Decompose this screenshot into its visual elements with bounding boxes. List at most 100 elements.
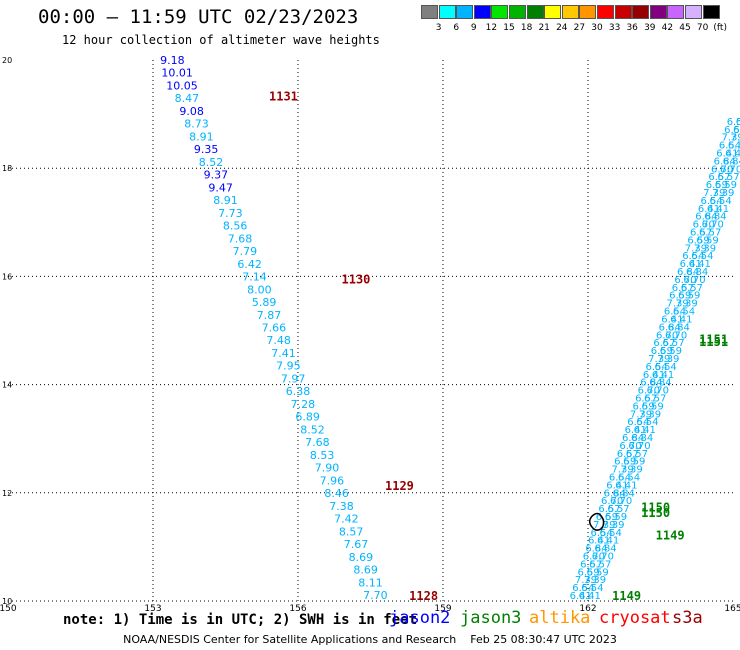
swh-value-label: 6.54 — [591, 528, 613, 539]
scale-swatch — [526, 5, 544, 19]
swh-value-label: 6.41 — [698, 204, 720, 215]
swh-value-label: 7.87 — [257, 309, 282, 322]
scale-label: 6 — [453, 23, 460, 33]
swh-value-label: 6.54 — [618, 472, 640, 483]
swh-value-label: 5.89 — [252, 296, 277, 309]
swh-value-label: 6.59 — [678, 291, 700, 302]
swh-value-label: 6.70 — [601, 496, 623, 507]
swh-value-label: 6.59 — [660, 346, 682, 357]
swh-value-label: 6.54 — [719, 141, 740, 152]
swh-value-label: 6.54 — [710, 196, 732, 207]
swh-value-label: 7.39 — [712, 188, 734, 199]
satellite-cryosat-label: cryosat — [599, 608, 671, 628]
scale-swatch — [649, 5, 667, 19]
swh-value-label: 6.70 — [711, 164, 733, 175]
scale-label: 21 — [538, 23, 550, 33]
swh-value-label: 6.41 — [579, 591, 601, 602]
scale-swatch — [561, 5, 579, 19]
swh-value-label: 6.54 — [636, 417, 658, 428]
swh-value-label: 6.70 — [628, 441, 650, 452]
swh-value-label: 6.57 — [681, 283, 703, 294]
swh-value-label: 6.41 — [625, 425, 647, 436]
swh-value-label: 7.38 — [329, 500, 354, 513]
swh-value-label: 6.70 — [619, 441, 641, 452]
swh-value-label: 6.54 — [655, 362, 677, 373]
swh-value-label: 10.01 — [161, 67, 193, 80]
swh-value-label: 6.70 — [720, 164, 740, 175]
swh-value-label: 6.59 — [623, 457, 645, 468]
swh-value-label: 6.54 — [646, 362, 668, 373]
swh-value-label: 6.57 — [699, 228, 721, 239]
swh-value-label: 7.41 — [271, 347, 296, 360]
satellite-s3a-label: s3a — [672, 608, 703, 628]
swh-value-label: 6.54 — [581, 583, 603, 594]
scale-label: 24 — [556, 23, 568, 33]
swh-value-label: 6.41 — [725, 149, 740, 160]
scale-swatch — [579, 5, 597, 19]
swh-value-label: 6.41 — [652, 370, 674, 381]
scale-label: 39 — [644, 23, 656, 33]
pass-time-label: 1151 — [699, 335, 728, 349]
swh-value-label: 7.95 — [276, 360, 301, 373]
swh-value-label: 6.84 — [613, 488, 635, 499]
scale-swatch — [421, 5, 438, 19]
y-tick-label: 10 — [2, 597, 12, 606]
swh-value-label: 6.59 — [715, 180, 737, 191]
chart-subtitle: 12 hour collection of altimeter wave hei… — [62, 33, 380, 47]
swh-value-label: 6.59 — [706, 180, 728, 191]
swh-value-label: 6.59 — [605, 512, 627, 523]
swh-value-label: 7.28 — [291, 398, 316, 411]
swh-value-label: 6.59 — [641, 401, 663, 412]
swh-value-label: 6.59 — [586, 567, 608, 578]
swh-value-label: 9.35 — [194, 143, 219, 156]
scale-swatch — [456, 5, 474, 19]
pass-time-label: 1149 — [656, 528, 685, 542]
scale-swatch — [702, 5, 720, 19]
scale-label: 45 — [679, 23, 691, 33]
swh-value-label: 7.39 — [730, 133, 740, 144]
swh-value-label: 6.84 — [668, 322, 690, 333]
swh-value-label: 6.70 — [693, 220, 715, 231]
swh-value-label: 7.39 — [621, 465, 643, 476]
swh-value-label: 7.67 — [344, 538, 369, 551]
swh-value-label: 6.54 — [609, 472, 631, 483]
swh-value-label: 6.84 — [714, 156, 736, 167]
swh-value-label: 8.46 — [324, 487, 349, 500]
scale-label: 70 — [696, 23, 709, 33]
swh-value-label: 6.84 — [686, 267, 708, 278]
swh-value-label: 8.47 — [175, 92, 200, 105]
scale-label: 3 — [435, 23, 442, 33]
pass-time-label: 1149 — [612, 589, 641, 603]
swh-value-label: 6.41 — [597, 536, 619, 547]
swh-value-label: 8.00 — [247, 283, 272, 296]
swh-value-label: 6.57 — [727, 117, 740, 128]
swh-value-label: 8.91 — [213, 194, 238, 207]
swh-value-label: 6.57 — [672, 283, 694, 294]
pass-time-label: 1131 — [269, 90, 298, 104]
x-tick-label: 153 — [144, 604, 161, 614]
swh-value-label: 8.56 — [223, 220, 248, 233]
swh-value-label: 6.57 — [717, 172, 739, 183]
island-outline — [588, 512, 605, 531]
swh-value-label: 6.54 — [600, 528, 622, 539]
footer-credit: NOAA/NESDIS Center for Satellite Applica… — [123, 633, 617, 646]
swh-value-label: 6.84 — [631, 433, 653, 444]
swh-value-label: 8.69 — [349, 551, 374, 564]
swh-value-label: 6.70 — [665, 330, 687, 341]
swh-value-label: 6.57 — [580, 559, 602, 570]
swh-value-label: 7.39 — [721, 133, 740, 144]
swh-value-label: 7.96 — [320, 474, 345, 487]
swh-value-label: 7.70 — [363, 589, 388, 602]
swh-value-label: 6.70 — [583, 551, 605, 562]
scale-swatch — [614, 5, 632, 19]
swh-value-label: 6.57 — [635, 393, 657, 404]
note-text: note: 1) Time is in UTC; 2) SWH is in fe… — [63, 612, 418, 628]
swh-value-label: 6.59 — [733, 125, 740, 136]
scale-label: (ft) — [713, 23, 727, 33]
swh-value-label: 6.54 — [673, 307, 695, 318]
satellite-altika-label: altika — [529, 608, 591, 628]
swh-value-label: 9.08 — [179, 105, 204, 118]
swh-value-label: 6.57 — [708, 172, 730, 183]
swh-value-label: 6.70 — [638, 386, 660, 397]
